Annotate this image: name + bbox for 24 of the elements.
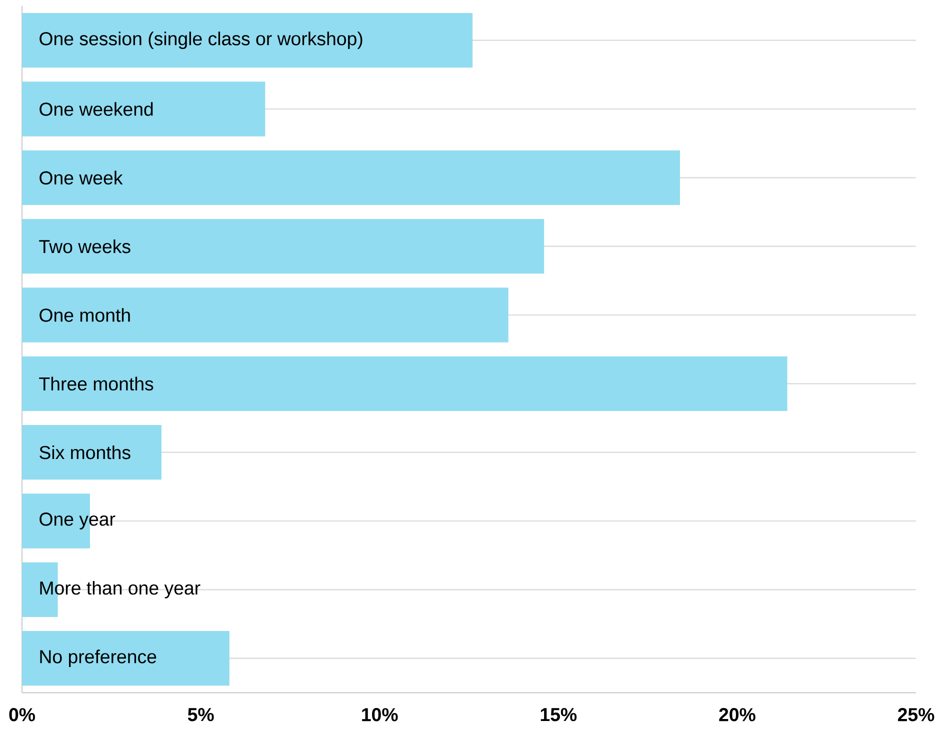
bar [22, 12, 473, 68]
x-tick-label: 5% [188, 708, 214, 722]
y-tick-label: Two weeks [39, 239, 130, 254]
x-tick-label: 15% [540, 708, 577, 722]
y-tick-label: One month [40, 308, 130, 322]
bar [22, 424, 162, 480]
x-tick-label: 0% [9, 708, 35, 722]
y-tick-label: Six months [40, 445, 130, 460]
bar [22, 82, 266, 136]
bar [22, 288, 508, 342]
bar [22, 218, 544, 274]
bar [22, 150, 680, 205]
y-tick-label: Three months [39, 376, 154, 391]
y-tick-label: One year [40, 512, 116, 530]
x-tick-label: 20% [719, 708, 756, 722]
y-tick-label: More than one year [40, 580, 200, 598]
bar [22, 356, 788, 411]
y-tick-label: One session (single class or workshop) [40, 32, 362, 50]
x-tick-label: 25% [898, 708, 934, 722]
y-tick-label: No preference [40, 650, 156, 668]
y-tick-label: One weekend [40, 102, 153, 116]
y-tick-label: One week [40, 170, 123, 185]
x-tick-label: 10% [362, 708, 398, 722]
bar [22, 630, 230, 686]
